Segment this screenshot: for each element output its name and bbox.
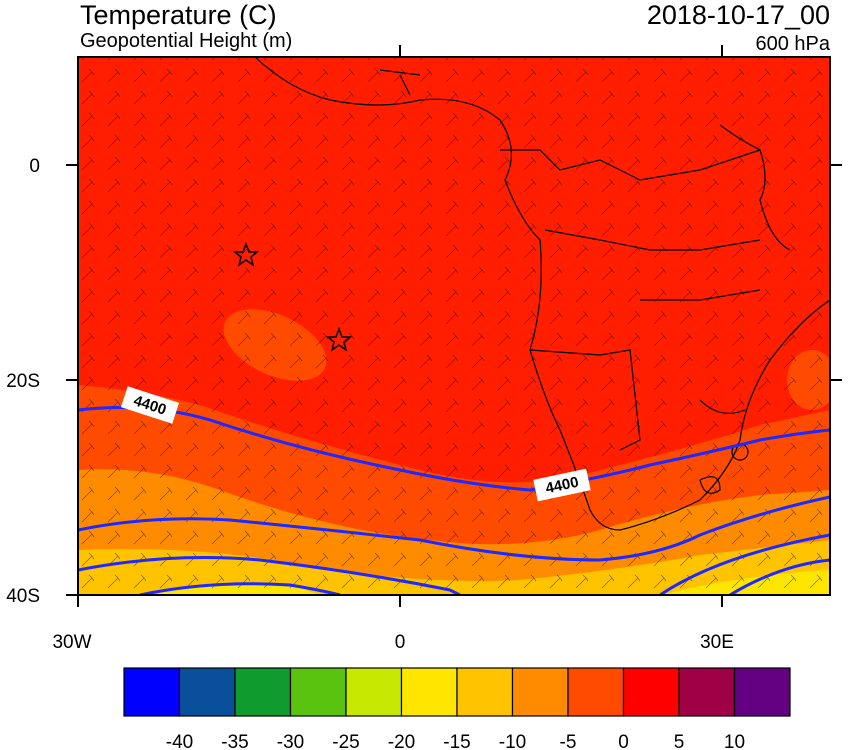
station-markers (232, 241, 353, 352)
colorbar: -40 -35 -30 -25 -20 -15 -10 -5 0 5 10 (123, 667, 791, 750)
datetime-label: 2018-10-17_00 (646, 0, 830, 30)
contour-4400 (78, 406, 830, 492)
colorbar-swatch (622, 667, 680, 717)
axis-ticks (66, 45, 842, 607)
colorbar-swatch (123, 667, 181, 717)
colorbar-label: -20 (388, 732, 415, 750)
coastlines (254, 57, 830, 531)
colorbar-swatch (289, 667, 347, 717)
colorbar-label: -15 (443, 732, 470, 750)
colorbar-label: -30 (277, 732, 304, 750)
y-axis-labels: 0 20S 40S (6, 156, 40, 607)
colorbar-swatch (678, 667, 736, 717)
star-marker-2 (325, 326, 353, 352)
pressure-level-label: 600 hPa (755, 33, 830, 55)
contour-4200 (78, 556, 461, 595)
colorbar-label: 0 (618, 732, 629, 750)
colorbar-swatch (178, 667, 236, 717)
colorbar-label: 5 (674, 732, 685, 750)
contour-labels: 4400 4400 (120, 386, 591, 502)
map-frame (77, 56, 831, 596)
wind-barbs (78, 57, 830, 595)
colorbar-label: 10 (724, 732, 745, 750)
colorbar-swatch (345, 667, 403, 717)
colorbar-label: -5 (560, 732, 577, 750)
contour-4100 (139, 582, 341, 595)
contour-label-east: 4400 (544, 474, 580, 498)
x-tick-label: 0 (395, 632, 406, 653)
contour-east-2 (729, 558, 830, 595)
map-field: 4400 4400 (78, 57, 830, 595)
colorbar-label: -10 (499, 732, 526, 750)
colorbar-swatch (567, 667, 625, 717)
y-tick-label: 20S (6, 371, 40, 392)
colorbar-swatch (511, 667, 569, 717)
colorbar-swatch (456, 667, 514, 717)
y-tick-label: 0 (29, 156, 40, 177)
contour-4300 (78, 495, 830, 562)
x-axis-labels: 30W 0 30E (52, 632, 733, 653)
colorbar-label: -40 (166, 732, 193, 750)
colorbar-label: -35 (221, 732, 248, 750)
x-tick-label: 30E (700, 632, 734, 653)
contour-east-1 (659, 533, 830, 595)
colorbar-swatch (234, 667, 292, 717)
plot-title: Temperature (C) (80, 0, 277, 30)
colorbar-swatch (400, 667, 458, 717)
plot-subtitle: Geopotential Height (m) (80, 30, 293, 52)
colorbar-label: -25 (332, 732, 359, 750)
x-tick-label: 30W (52, 632, 91, 653)
y-tick-label: 40S (6, 586, 40, 607)
geopotential-contours (78, 406, 830, 595)
star-marker-1 (232, 241, 260, 267)
colorbar-swatch (733, 667, 791, 717)
